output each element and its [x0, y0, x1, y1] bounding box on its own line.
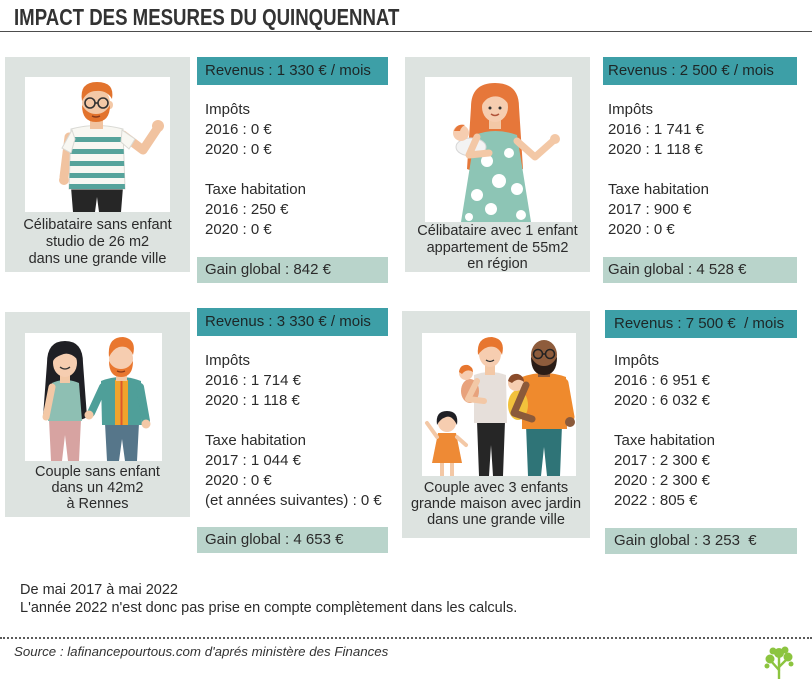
- couple-illustration: [42, 337, 151, 461]
- caption-line: Couple avec 3 enfants: [423, 480, 569, 496]
- taxes-line: 2020 : 0 €: [205, 141, 272, 158]
- man-figure: [59, 82, 164, 212]
- taxes-line: 2016 : 1 741 €: [608, 121, 704, 138]
- tax-details: Impôts 2016 : 6 951 € 2020 : 6 032 € Tax…: [614, 351, 715, 511]
- footnote-line: De mai 2017 à mai 2022: [20, 582, 178, 598]
- man-figure: [84, 337, 151, 461]
- girl-figure: [425, 411, 468, 476]
- housing-tax-label: Taxe habitation: [614, 432, 715, 449]
- woman-figure: [42, 341, 87, 461]
- illustration-frame: [422, 333, 576, 476]
- income-banner: Revenus : 3 330 € / mois: [197, 308, 388, 336]
- housing-tax-label: Taxe habitation: [205, 181, 306, 198]
- woman-figure: [474, 337, 507, 476]
- man-figure: [522, 340, 575, 476]
- taxes-label: Impôts: [205, 101, 251, 118]
- tax-details: Impôts 2016 : 1 741 € 2020 : 1 118 € Tax…: [608, 100, 709, 240]
- profile-caption: Couple avec 3 enfants grande maison avec…: [402, 480, 590, 528]
- source-credit: Source : lafinancepourtous.com d'aprés m…: [14, 644, 389, 659]
- woman-with-baby-illustration: [453, 83, 560, 222]
- income-banner: Revenus : 2 500 € / mois: [603, 57, 797, 85]
- profile-card-single: Célibataire sans enfant studio de 26 m2 …: [5, 57, 190, 272]
- tree-logo-icon: [764, 646, 794, 679]
- gain-banner: Gain global : 4 653 €: [197, 527, 388, 553]
- tax-details: Impôts 2016 : 0 € 2020 : 0 € Taxe habita…: [205, 100, 306, 240]
- income-banner: Revenus : 7 500 € / mois: [605, 310, 797, 338]
- caption-line: Couple sans enfant: [35, 464, 160, 480]
- housing-tax-label: Taxe habitation: [608, 181, 709, 198]
- caption-line: grande maison avec jardin: [410, 496, 582, 512]
- profile-caption: Célibataire sans enfant studio de 26 m2 …: [5, 217, 190, 268]
- gain-banner: Gain global : 842 €: [197, 257, 388, 283]
- illustration-frame: [425, 77, 572, 222]
- housing-tax-line: 2020 : 2 300 €: [614, 472, 710, 489]
- profile-card-couple: Couple sans enfant dans un 42m2 à Rennes: [5, 312, 190, 517]
- caption-line: Célibataire sans enfant: [23, 217, 172, 233]
- housing-tax-line: 2020 : 0 €: [205, 221, 272, 238]
- profile-card-family: Couple avec 3 enfants grande maison avec…: [402, 311, 590, 538]
- housing-tax-line: 2017 : 900 €: [608, 201, 692, 218]
- caption-line: appartement de 55m2: [426, 239, 569, 256]
- tax-details: Impôts 2016 : 1 714 € 2020 : 1 118 € Tax…: [205, 351, 382, 511]
- income-banner: Revenus : 1 330 € / mois: [197, 57, 388, 85]
- taxes-line: 2020 : 1 118 €: [205, 392, 300, 409]
- caption-line: en région: [467, 256, 528, 272]
- gain-banner: Gain global : 3 253 €: [605, 528, 797, 554]
- caption-line: dans un 42m2: [51, 480, 144, 496]
- housing-tax-line: 2017 : 1 044 €: [205, 452, 301, 469]
- footnotes: De mai 2017 à mai 2022 L'année 2022 n'es…: [20, 581, 517, 617]
- taxes-line: 2016 : 0 €: [205, 121, 272, 138]
- footer-divider: [0, 637, 812, 639]
- taxes-line: 2016 : 6 951 €: [614, 372, 710, 389]
- taxes-line: 2020 : 1 118 €: [608, 141, 703, 158]
- illustration-frame: [25, 77, 170, 212]
- housing-tax-line: (et années suivantes) : 0 €: [205, 492, 382, 509]
- gain-banner: Gain global : 4 528 €: [603, 257, 797, 283]
- profile-caption: Célibataire avec 1 enfant appartement de…: [405, 223, 590, 273]
- illustration-frame: [25, 333, 162, 461]
- caption-line: studio de 26 m2: [45, 234, 150, 250]
- housing-tax-label: Taxe habitation: [205, 432, 306, 449]
- title-rule: [0, 31, 812, 32]
- housing-tax-line: 2020 : 0 €: [205, 472, 272, 489]
- housing-tax-line: 2022 : 805 €: [614, 492, 698, 509]
- taxes-line: 2016 : 1 714 €: [205, 372, 301, 389]
- taxes-line: 2020 : 6 032 €: [614, 392, 710, 409]
- profile-card-single-parent: Célibataire avec 1 enfant appartement de…: [405, 57, 590, 272]
- profile-caption: Couple sans enfant dans un 42m2 à Rennes: [5, 464, 190, 512]
- caption-line: dans une grande ville: [28, 251, 167, 267]
- taxes-label: Impôts: [614, 352, 660, 369]
- taxes-label: Impôts: [608, 101, 654, 118]
- single-man-illustration: [59, 82, 164, 212]
- footnote-line: L'année 2022 n'est donc pas prise en com…: [20, 600, 518, 616]
- caption-line: dans une grande ville: [427, 512, 565, 528]
- taxes-label: Impôts: [205, 352, 251, 369]
- housing-tax-line: 2017 : 2 300 €: [614, 452, 710, 469]
- family-illustration: [425, 337, 575, 476]
- caption-line: à Rennes: [66, 496, 129, 512]
- housing-tax-line: 2020 : 0 €: [608, 221, 675, 238]
- caption-line: Célibataire avec 1 enfant: [417, 223, 578, 239]
- housing-tax-line: 2016 : 250 €: [205, 201, 289, 218]
- page-title: IMPACT DES MESURES DU QUINQUENNAT: [14, 4, 400, 30]
